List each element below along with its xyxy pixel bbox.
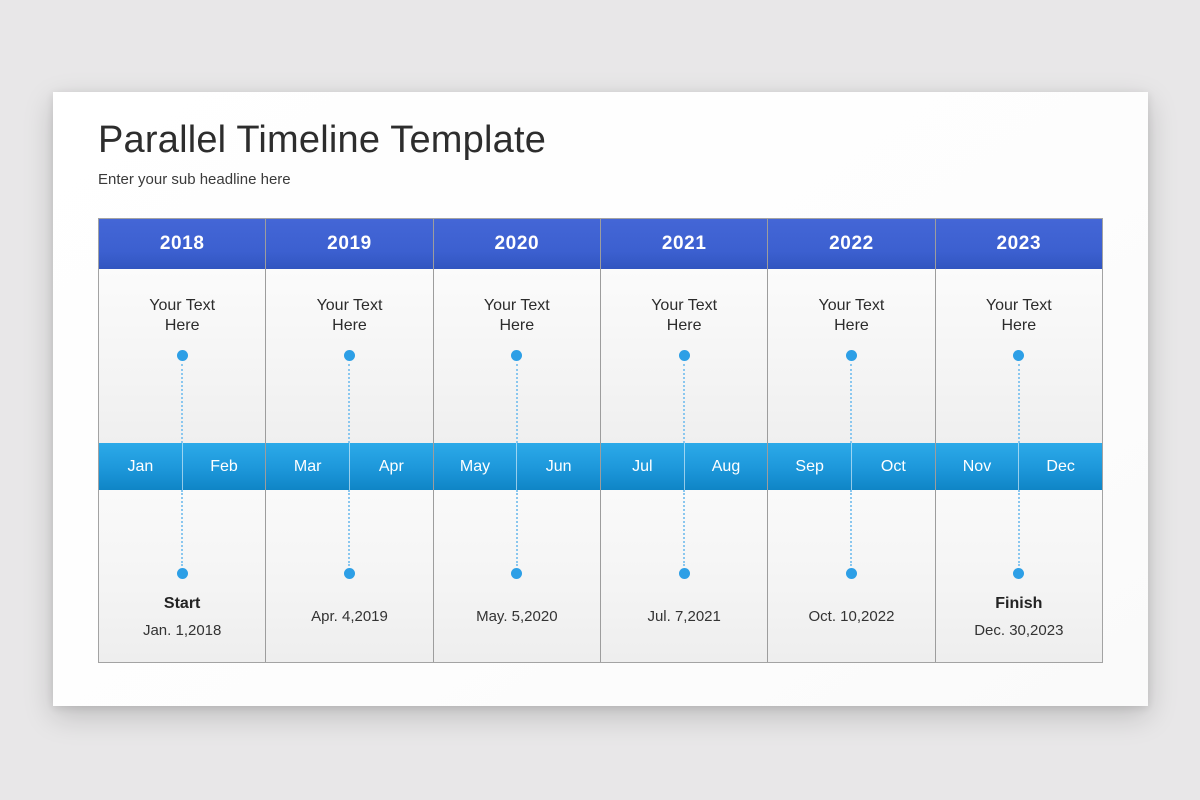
month-cell: Mar [293, 457, 322, 475]
marker-dot-icon [511, 568, 523, 579]
year-header: 2018 [99, 219, 266, 269]
dotted-connector [515, 490, 518, 566]
dotted-connector [683, 364, 686, 443]
months-row: May Jun [433, 443, 600, 490]
marker-dot-icon [678, 350, 690, 361]
timeline-column-2020: 2020 Your Text Here May Jun May. 5,2020 [432, 219, 600, 662]
milestone-text: Jul. 7,2021 [647, 579, 720, 662]
marker-dot-icon [845, 350, 857, 361]
placeholder-text: Your Text Here [316, 297, 383, 334]
months-row: Sep Oct [768, 443, 935, 490]
months-row: Nov Dec [935, 443, 1102, 490]
page-subtitle: Enter your sub headline here [98, 171, 291, 188]
milestone-label: Finish [995, 594, 1043, 612]
month-cell: Jan [127, 457, 154, 475]
milestone-date: Apr. 4,2019 [311, 608, 388, 625]
milestone-text: Finish Dec. 30,2023 [974, 579, 1063, 662]
dotted-connector [348, 364, 351, 443]
month-cell: Aug [683, 443, 768, 490]
page-title: Parallel Timeline Template [98, 119, 547, 161]
marker-dot-icon [176, 568, 188, 579]
bottom-cell: Oct. 10,2022 [768, 490, 935, 662]
milestone-date: Oct. 10,2022 [808, 608, 895, 625]
months-row: Jan Feb [99, 443, 266, 490]
milestone-date: May. 5,2020 [476, 608, 558, 625]
year-header: 2022 [768, 219, 935, 269]
marker-dot-icon [343, 568, 355, 579]
dotted-connector [181, 490, 184, 566]
year-header: 2019 [266, 219, 433, 269]
month-cell: Feb [181, 443, 266, 490]
bottom-cell: Finish Dec. 30,2023 [935, 490, 1102, 662]
timeline-column-2018: 2018 Your Text Here Jan Feb Start Jan. 1… [99, 219, 266, 662]
month-cell: Jun [516, 443, 600, 490]
top-cell: Your Text Here [266, 269, 433, 443]
top-cell: Your Text Here [935, 269, 1102, 443]
dotted-connector [1017, 490, 1020, 566]
milestone-text: Oct. 10,2022 [809, 579, 895, 662]
month-cell: Apr [349, 443, 433, 490]
dotted-connector [348, 490, 351, 566]
month-cell: Nov [962, 457, 992, 475]
slide: Parallel Timeline Template Enter your su… [53, 92, 1148, 706]
months-row: Mar Apr [266, 443, 433, 490]
bottom-cell: May. 5,2020 [433, 490, 600, 662]
placeholder-text: Your Text Here [483, 297, 550, 334]
top-cell: Your Text Here [768, 269, 935, 443]
dotted-connector [1017, 364, 1020, 443]
year-header: 2023 [935, 219, 1102, 269]
dotted-connector [850, 364, 853, 443]
top-cell: Your Text Here [600, 269, 768, 443]
marker-dot-icon [1013, 350, 1025, 361]
marker-dot-icon [678, 568, 690, 579]
milestone-date: Jul. 7,2021 [647, 608, 721, 625]
milestone-text: Apr. 4,2019 [311, 579, 388, 662]
dotted-connector [683, 490, 686, 566]
dotted-connector [850, 490, 853, 566]
marker-dot-icon [1013, 568, 1025, 579]
placeholder-text: Your Text Here [651, 297, 718, 334]
timeline-table: 2018 Your Text Here Jan Feb Start Jan. 1… [98, 218, 1103, 663]
month-cell: May [459, 457, 491, 475]
month-cell: Oct [850, 443, 935, 490]
milestone-date: Dec. 30,2023 [974, 621, 1064, 639]
year-header: 2020 [433, 219, 600, 269]
timeline-column-2022: 2022 Your Text Here Sep Oct Oct. 10,2022 [767, 219, 935, 662]
marker-dot-icon [845, 568, 857, 579]
month-cell: Dec [1018, 443, 1102, 490]
milestone-text: Start Jan. 1,2018 [143, 579, 221, 662]
marker-dot-icon [511, 350, 523, 361]
top-cell: Your Text Here [433, 269, 600, 443]
timeline-column-2019: 2019 Your Text Here Mar Apr Apr. 4,2019 [265, 219, 433, 662]
marker-dot-icon [343, 350, 355, 361]
dotted-connector [181, 364, 184, 443]
dotted-connector [515, 364, 518, 443]
placeholder-text: Your Text Here [149, 297, 216, 334]
milestone-label: Start [163, 594, 201, 612]
bottom-cell: Apr. 4,2019 [266, 490, 433, 662]
year-header: 2021 [600, 219, 768, 269]
months-row: Jul Aug [600, 443, 768, 490]
month-cell: Jul [632, 457, 653, 475]
placeholder-text: Your Text Here [985, 297, 1052, 334]
bottom-cell: Jul. 7,2021 [600, 490, 768, 662]
timeline-column-2023: 2023 Your Text Here Nov Dec Finish Dec. … [934, 219, 1102, 662]
bottom-cell: Start Jan. 1,2018 [99, 490, 266, 662]
marker-dot-icon [176, 350, 188, 361]
placeholder-text: Your Text Here [818, 297, 885, 334]
month-cell: Sep [795, 457, 824, 475]
milestone-date: Jan. 1,2018 [142, 621, 222, 639]
top-cell: Your Text Here [99, 269, 266, 443]
milestone-text: May. 5,2020 [476, 579, 557, 662]
timeline-column-2021: 2021 Your Text Here Jul Aug Jul. 7,2021 [599, 219, 768, 662]
